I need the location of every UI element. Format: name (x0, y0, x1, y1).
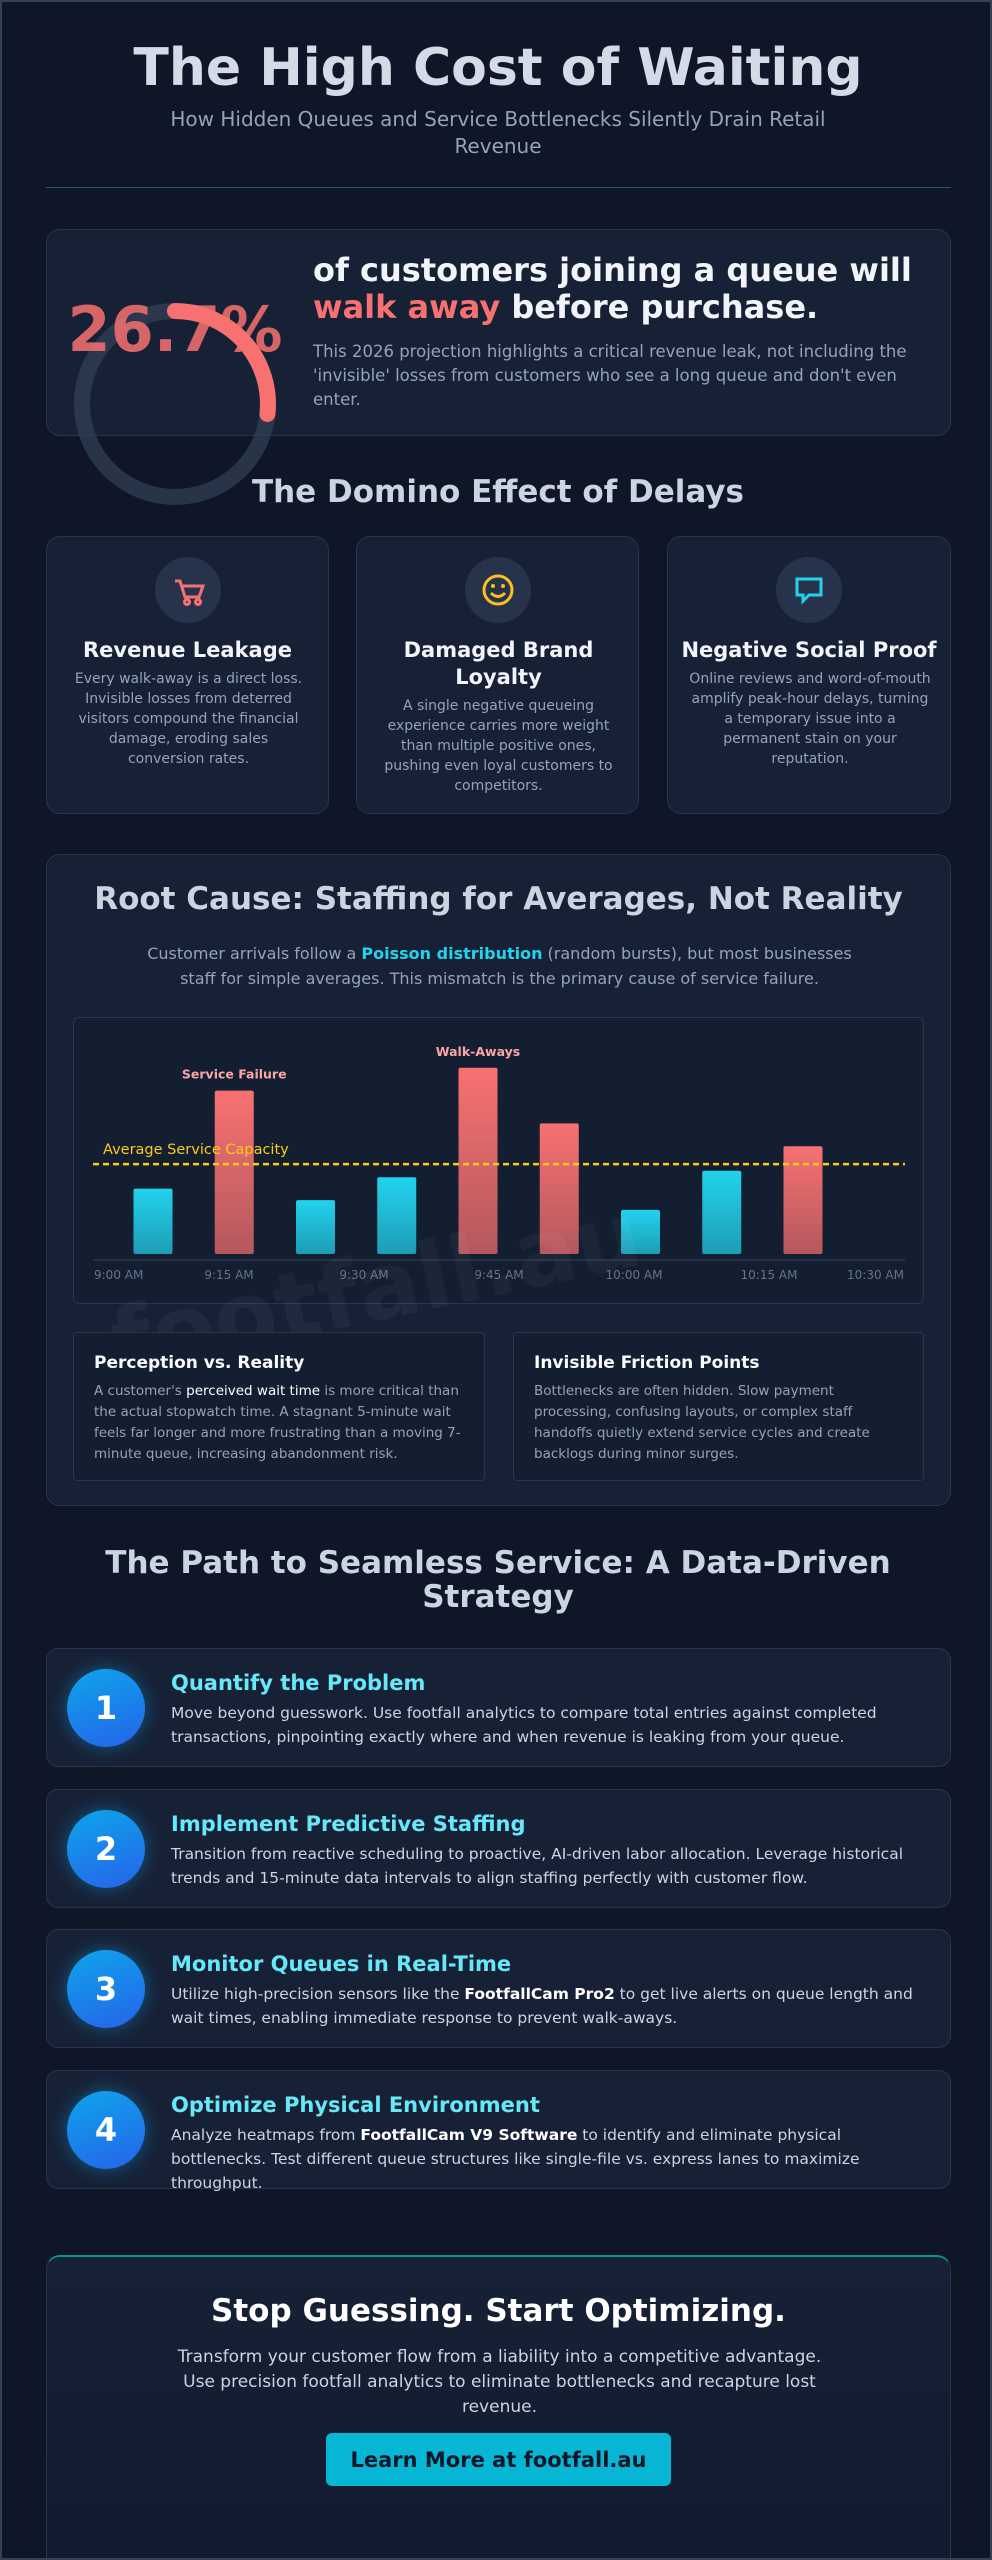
domino-card: Revenue Leakage Every walk-away is a dir… (46, 536, 329, 814)
highlight: walk away (313, 288, 501, 326)
bar (539, 1123, 579, 1254)
bold: perceived wait time (186, 1383, 321, 1399)
chart: Service Failure Walk-Aways Average Service… (93, 1044, 905, 1282)
bar (214, 1090, 254, 1254)
card-title: Negative Social Proof (681, 638, 937, 662)
section-title: Root Cause: Staffing for Averages, Not R… (94, 881, 903, 917)
bar (458, 1067, 498, 1254)
x-tick-label: 10:15 AM (741, 1268, 798, 1282)
text: Move beyond guesswork. Use footfall anal… (171, 1704, 877, 1746)
step-title: Monitor Queues in Real-Time (171, 1952, 512, 1976)
bold: FootfallCam Pro2 (464, 1985, 615, 2003)
card-text: Every walk-away is a direct loss. Invisi… (74, 671, 303, 767)
highlight: Poisson distribution (361, 944, 543, 963)
step-title: Quantify the Problem (171, 1671, 426, 1695)
insight-card: Invisible Friction Points Bottlenecks ar… (513, 1332, 924, 1481)
bar (377, 1177, 417, 1254)
divider (46, 187, 951, 188)
text: before purchase. (511, 288, 819, 326)
x-tick-label: 10:30 AM (847, 1268, 904, 1282)
step-title: Optimize Physical Environment (171, 2092, 540, 2117)
gauge-arc (74, 303, 276, 505)
bar (133, 1188, 173, 1254)
threshold-label: Average Service Capacity (103, 1142, 289, 1158)
cta-button[interactable]: Learn More at footfall.au (326, 2433, 671, 2486)
section-title: The Domino Effect of Delays (251, 474, 745, 510)
cta-card: Stop Guessing. Start Optimizing. Transfo… (46, 2255, 951, 2558)
subtitle: How Hidden Queues and Service Bottleneck… (170, 107, 826, 158)
intro: Customer arrivals follow a Poisson distr… (127, 941, 872, 991)
bold: FootfallCam V9 Software (360, 2125, 578, 2144)
page-title: The High Cost of Waiting (133, 38, 863, 98)
card-title: Revenue Leakage (82, 638, 292, 662)
cta-title: Stop Guessing. Start Optimizing. (211, 2293, 786, 2329)
icon (776, 557, 842, 623)
x-tick-label: 9:45 AM (474, 1268, 523, 1282)
step-text: Transition from reactive scheduling to p… (171, 1842, 931, 1890)
step-card: 3 Monitor Queues in Real-Time Utilize high… (46, 1929, 951, 2048)
gauge: 26.7% (67, 293, 283, 505)
text: to get live alerts on queue length and w… (171, 1985, 913, 2027)
step-text: Analyze heatmaps from FootfallCam V9 Sof… (171, 2123, 931, 2195)
step-number: 2 (67, 1809, 145, 1888)
insight-card: Perception vs. Reality A customer's perc… (73, 1332, 485, 1481)
text: (random bursts), but most businesses sta… (180, 944, 852, 988)
x-tick-label: 10:00 AM (606, 1268, 663, 1282)
bar (702, 1170, 742, 1254)
x-tick-label: 9:15 AM (204, 1268, 253, 1282)
text: Customer arrivals follow a (147, 944, 362, 963)
domino-card: Damaged Brand Loyalty A single negative … (356, 536, 639, 814)
icon (154, 557, 221, 623)
x-tick-label: 9:00 AM (94, 1268, 143, 1282)
bar (296, 1200, 335, 1254)
stat-value: 26.7% (67, 293, 282, 366)
text: is more critical than the actual stopwat… (94, 1383, 461, 1462)
text: of customers joining a queue will (313, 251, 912, 289)
stat-headline: of customers joining a queue will walk a… (313, 252, 933, 326)
x-tick-label: 9:30 AM (339, 1268, 388, 1282)
step-text: Utilize high-precision sensors like the … (171, 1982, 931, 2030)
stat-card: of customers joining a queue will walk a… (46, 229, 951, 436)
step-title: Implement Predictive Staffing (171, 1811, 526, 1836)
stat-description: This 2026 projection highlights a critic… (313, 342, 907, 409)
insight-text: A customer's perceived wait time is more… (94, 1381, 464, 1465)
bar-annotation: Service Failure (182, 1067, 287, 1082)
text: A customer's (94, 1383, 187, 1399)
section-title: The Path to Seamless Service: A Data-Dri… (105, 1545, 891, 1615)
icon (464, 557, 531, 623)
step-card: 4 Optimize Physical Environment Analyze he… (46, 2069, 951, 2192)
cta-text: Transform your customer flow from a liab… (177, 2347, 822, 2417)
step-card: 1 Quantify the Problem Move beyond guesswo… (46, 1648, 951, 1767)
step-text: Move beyond guesswork. Use footfall anal… (171, 1701, 931, 1749)
insight-title: Invisible Friction Points (534, 1353, 760, 1373)
bar (621, 1209, 660, 1254)
text: to identify and eliminate physical bottl… (171, 2125, 860, 2192)
bar-annotation: Walk-Aways (436, 1044, 520, 1059)
step-number: 4 (67, 2090, 145, 2169)
step-number: 3 (67, 1950, 145, 2028)
step-number: 1 (67, 1669, 145, 1747)
card-text: Online reviews and word-of-mouth amplify… (689, 671, 931, 767)
domino-card: Negative Social Proof Online reviews and… (667, 536, 951, 814)
insight-title: Perception vs. Reality (94, 1353, 305, 1373)
text: Analyze heatmaps from (171, 2125, 361, 2144)
bar (783, 1146, 823, 1254)
text: Transition from reactive scheduling to p… (171, 1844, 904, 1887)
card-title: Damaged Brand Loyalty (403, 638, 594, 689)
text: Utilize high-precision sensors like the (171, 1985, 465, 2003)
card-text: A single negative queueing experience ca… (384, 698, 613, 794)
root-cause-card: Root Cause: Staffing for Averages, Not R… (46, 854, 951, 1506)
step-card: 2 Implement Predictive Staffing Transition… (46, 1788, 951, 1908)
insight-text: Bottlenecks are often hidden. Slow payme… (534, 1383, 870, 1462)
